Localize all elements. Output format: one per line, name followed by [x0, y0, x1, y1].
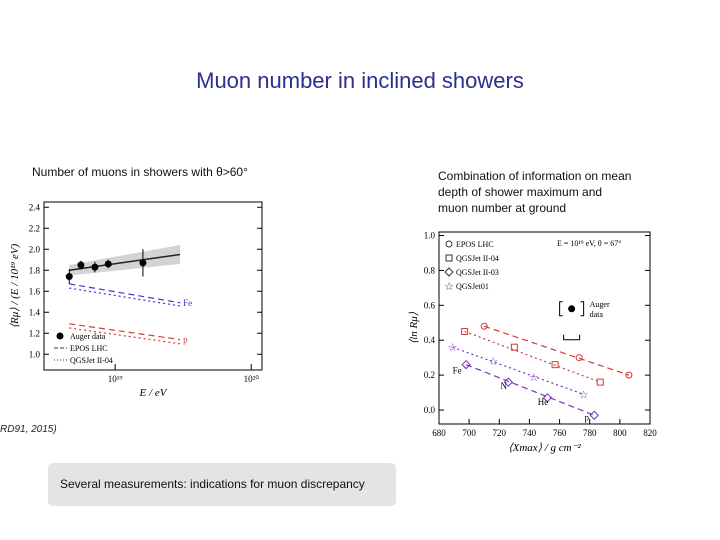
composition-label: Fe — [183, 298, 192, 308]
auger-label: Auger — [590, 300, 610, 309]
x-tick-label: 10¹⁹ — [108, 374, 123, 384]
plot-frame — [438, 231, 651, 425]
right-chart-caption: Combination of information on mean depth… — [438, 168, 631, 216]
legend-marker: ☆ — [444, 281, 454, 293]
note-text: Several measurements: indications for mu… — [60, 477, 365, 491]
model-line — [452, 346, 584, 395]
y-tick-label: 2.0 — [29, 244, 41, 254]
model-point — [503, 377, 514, 387]
x-tick-label: 720 — [493, 428, 507, 438]
model-point — [461, 327, 469, 335]
model-point — [589, 410, 599, 420]
fit-band — [69, 245, 181, 276]
model-point — [461, 359, 471, 370]
model-point — [480, 322, 488, 330]
auger-label: data — [590, 310, 604, 319]
caption-line-3: muon number at ground — [438, 201, 567, 215]
x-tick-label: 680 — [432, 428, 446, 438]
model-line — [484, 325, 630, 376]
legend-label: QGSJet II-04 — [456, 254, 499, 263]
y-tick-label: 1.0 — [424, 230, 436, 240]
model-point: ☆ — [579, 389, 589, 401]
composition-label: Fe — [453, 365, 462, 375]
x-tick-label: 700 — [462, 428, 476, 438]
x-axis-label: ⟨Xmax⟩ / g cm⁻² — [508, 442, 581, 454]
caption-line-1: Combination of information on mean — [438, 169, 632, 183]
y-tick-label: 1.8 — [29, 265, 41, 275]
x-tick-label: 800 — [613, 428, 627, 438]
composition-label: p — [183, 335, 188, 345]
slide-title: Muon number in inclined showers — [196, 68, 524, 93]
auger-data-point — [65, 273, 73, 281]
x-tick-label: 780 — [583, 428, 597, 438]
model-line — [69, 283, 181, 304]
model-point — [510, 343, 518, 351]
model-line — [69, 287, 181, 307]
auger-data-point — [77, 261, 85, 269]
composition-label: He — [538, 397, 549, 407]
reference-text: RD91, 2015) — [0, 424, 57, 435]
auger-data-point — [91, 263, 99, 271]
y-tick-label: 0.2 — [424, 370, 435, 380]
legend-label: QGSJet II-03 — [456, 268, 499, 277]
y-tick-label: 1.2 — [29, 328, 40, 338]
auger-data-point — [104, 260, 112, 268]
y-axis-label: ⟨Rμ⟩ / (E / 10¹⁹ eV) — [9, 243, 21, 328]
x-tick-label: 10²⁰ — [244, 374, 260, 384]
model-line — [69, 323, 181, 341]
fit-line — [69, 253, 181, 271]
composition-label: p — [584, 413, 589, 423]
y-tick-label: 2.2 — [29, 223, 40, 233]
systematics-bracket — [580, 301, 585, 317]
plot-frame — [43, 201, 263, 371]
model-point — [625, 371, 633, 379]
model-point — [596, 378, 604, 386]
caption-line-2: depth of shower maximum and — [438, 185, 603, 199]
y-tick-label: 2.4 — [29, 202, 41, 212]
legend-label: EPOS LHC — [70, 344, 108, 353]
x-tick-label: 820 — [643, 428, 657, 438]
model-line — [464, 330, 601, 383]
model-point: ☆ — [448, 342, 458, 354]
model-line — [69, 327, 181, 345]
energy-annotation: E = 10¹⁹ eV, θ = 67° — [557, 239, 621, 248]
legend-label: Auger data — [70, 332, 106, 341]
y-tick-label: 1.4 — [29, 307, 41, 317]
model-point: ☆ — [488, 356, 498, 368]
model-point — [575, 354, 583, 362]
legend-marker — [56, 332, 64, 340]
y-tick-label: 0.0 — [424, 405, 436, 415]
y-axis-label: ⟨ln Rμ⟩ — [408, 311, 420, 344]
legend-label: EPOS LHC — [456, 240, 494, 249]
model-line — [465, 364, 595, 416]
muon-xmax-chart: 0.0 0.2 0.4 0.6 0.8 1.0 680 700 720 740 760 780 800 8… — [408, 230, 657, 454]
model-point — [542, 393, 553, 403]
legend-label: QGSJet II-04 — [70, 356, 113, 365]
y-tick-label: 0.4 — [424, 335, 436, 345]
legend-marker — [444, 267, 454, 277]
legend-marker — [445, 240, 453, 248]
x-tick-label: 760 — [553, 428, 567, 438]
y-tick-label: 0.6 — [424, 300, 436, 310]
model-point — [551, 361, 559, 369]
systematics-bracket — [563, 334, 581, 341]
auger-data-point — [139, 259, 147, 267]
note-box: Several measurements: indications for mu… — [48, 463, 396, 506]
auger-data-point — [568, 305, 576, 313]
y-tick-label: 0.8 — [424, 265, 436, 275]
x-tick-label: 740 — [523, 428, 537, 438]
left-chart-caption: Number of muons in showers with θ>60° — [32, 165, 248, 179]
legend-marker — [445, 254, 453, 262]
composition-label: N — [501, 381, 508, 391]
x-axis-label: E / eV — [139, 387, 168, 399]
model-point: ☆ — [529, 372, 539, 384]
y-tick-label: 1.6 — [29, 286, 41, 296]
systematics-bracket — [559, 301, 563, 317]
muon-energy-chart: 1.0 1.2 1.4 1.6 1.8 2.0 2.2 2.4 10¹⁹ 10²⁰ E / eV ⟨R… — [9, 201, 263, 399]
y-tick-label: 1.0 — [29, 349, 41, 359]
legend-label: QGSJet01 — [456, 282, 489, 291]
